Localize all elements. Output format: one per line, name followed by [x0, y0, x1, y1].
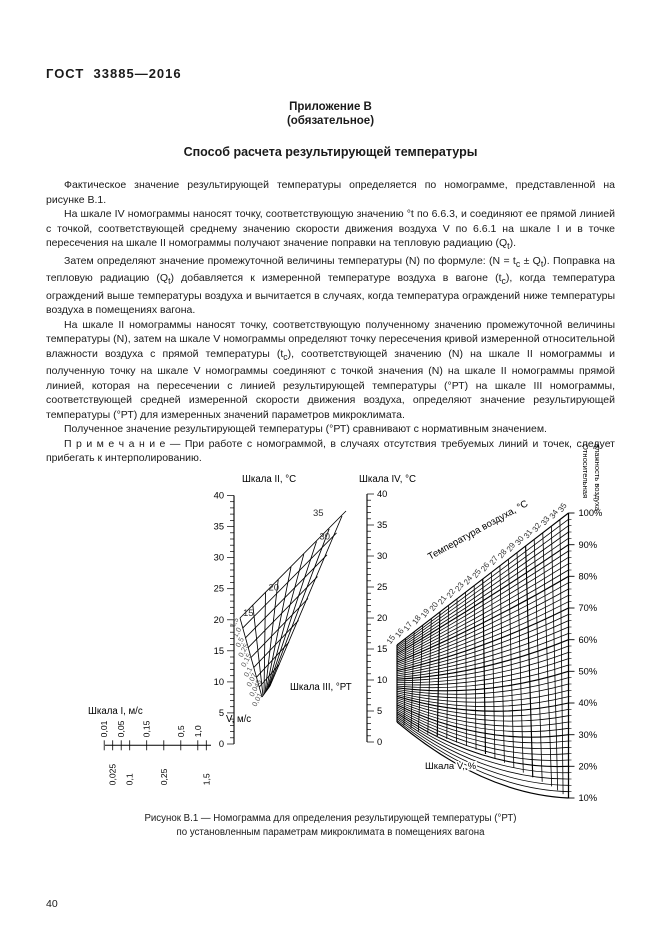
- svg-text:Температура воздуха, °C: Температура воздуха, °C: [426, 498, 530, 562]
- svg-text:0,01: 0,01: [99, 720, 109, 737]
- svg-text:17: 17: [402, 620, 415, 633]
- svg-text:70%: 70%: [579, 603, 598, 613]
- svg-text:5: 5: [219, 708, 224, 718]
- svg-text:25: 25: [471, 567, 484, 580]
- svg-text:33: 33: [539, 514, 552, 527]
- svg-text:30%: 30%: [579, 730, 598, 740]
- svg-text:34: 34: [548, 507, 561, 520]
- svg-text:24: 24: [462, 573, 475, 586]
- svg-text:30: 30: [513, 534, 526, 547]
- svg-text:Шкала IV, °C: Шкала IV, °C: [359, 474, 416, 485]
- svg-text:21: 21: [436, 593, 449, 606]
- svg-text:1,5: 1,5: [228, 616, 241, 629]
- svg-text:29: 29: [505, 540, 518, 553]
- svg-text:40: 40: [377, 489, 387, 499]
- svg-text:15: 15: [385, 633, 398, 646]
- svg-text:32: 32: [531, 521, 544, 534]
- svg-text:90%: 90%: [579, 540, 598, 550]
- svg-text:60%: 60%: [579, 635, 598, 645]
- svg-text:30: 30: [377, 551, 387, 561]
- svg-text:5: 5: [377, 706, 382, 716]
- svg-text:26: 26: [479, 560, 492, 573]
- svg-text:0,15: 0,15: [239, 652, 254, 669]
- svg-text:15: 15: [214, 646, 224, 656]
- svg-text:0,25: 0,25: [159, 768, 169, 785]
- svg-text:0: 0: [219, 739, 224, 749]
- svg-text:V, м/с: V, м/с: [226, 714, 251, 725]
- svg-text:Шкала V, %: Шкала V, %: [425, 761, 477, 772]
- svg-text:1,0: 1,0: [231, 626, 244, 639]
- svg-text:0: 0: [377, 737, 382, 747]
- svg-text:16: 16: [393, 626, 406, 639]
- svg-text:0,025: 0,025: [108, 764, 118, 786]
- svg-text:Шкала V, %: Шкала V, %: [425, 761, 477, 772]
- svg-text:1,5: 1,5: [201, 773, 211, 785]
- svg-text:25: 25: [377, 582, 387, 592]
- svg-text:20%: 20%: [579, 762, 598, 772]
- svg-text:10: 10: [377, 675, 387, 685]
- svg-text:0,1: 0,1: [125, 773, 135, 785]
- svg-text:40: 40: [214, 491, 224, 501]
- svg-text:20: 20: [214, 615, 224, 625]
- svg-text:100%: 100%: [579, 508, 603, 518]
- svg-text:15: 15: [377, 644, 387, 654]
- svg-text:10: 10: [214, 677, 224, 687]
- svg-text:0,07: 0,07: [244, 672, 259, 689]
- svg-text:20: 20: [428, 600, 441, 613]
- svg-text:25: 25: [214, 584, 224, 594]
- svg-text:20: 20: [377, 613, 387, 623]
- svg-text:0,01: 0,01: [250, 691, 265, 708]
- svg-text:80%: 80%: [579, 572, 598, 582]
- svg-text:0,045: 0,045: [247, 678, 263, 698]
- svg-text:40%: 40%: [579, 698, 598, 708]
- svg-text:0,5: 0,5: [233, 636, 246, 649]
- svg-text:22: 22: [445, 587, 458, 600]
- svg-text:23: 23: [453, 580, 466, 593]
- svg-text:10%: 10%: [579, 793, 598, 803]
- svg-text:1,0: 1,0: [193, 725, 203, 737]
- svg-text:Шкала II, °C: Шкала II, °C: [242, 474, 296, 485]
- svg-text:0,1: 0,1: [242, 665, 255, 678]
- svg-text:0,05: 0,05: [116, 720, 126, 737]
- svg-text:15: 15: [243, 608, 254, 619]
- svg-text:0,5: 0,5: [176, 725, 186, 737]
- svg-text:0,15: 0,15: [142, 720, 152, 737]
- svg-text:35: 35: [556, 501, 569, 514]
- svg-text:35: 35: [313, 508, 324, 519]
- svg-text:31: 31: [522, 527, 535, 540]
- svg-text:28: 28: [496, 547, 509, 560]
- svg-text:35: 35: [214, 522, 224, 532]
- svg-text:50%: 50%: [579, 667, 598, 677]
- svg-text:19: 19: [419, 606, 432, 619]
- svg-text:Шкала III, °РТ: Шкала III, °РТ: [290, 682, 352, 693]
- svg-text:0,25: 0,25: [236, 642, 251, 659]
- svg-text:30: 30: [320, 532, 331, 543]
- svg-text:27: 27: [488, 554, 501, 567]
- svg-text:35: 35: [377, 520, 387, 530]
- svg-text:30: 30: [214, 553, 224, 563]
- svg-text:Шкала I, м/с: Шкала I, м/с: [88, 706, 143, 717]
- svg-text:20: 20: [269, 583, 280, 594]
- svg-text:18: 18: [410, 613, 423, 626]
